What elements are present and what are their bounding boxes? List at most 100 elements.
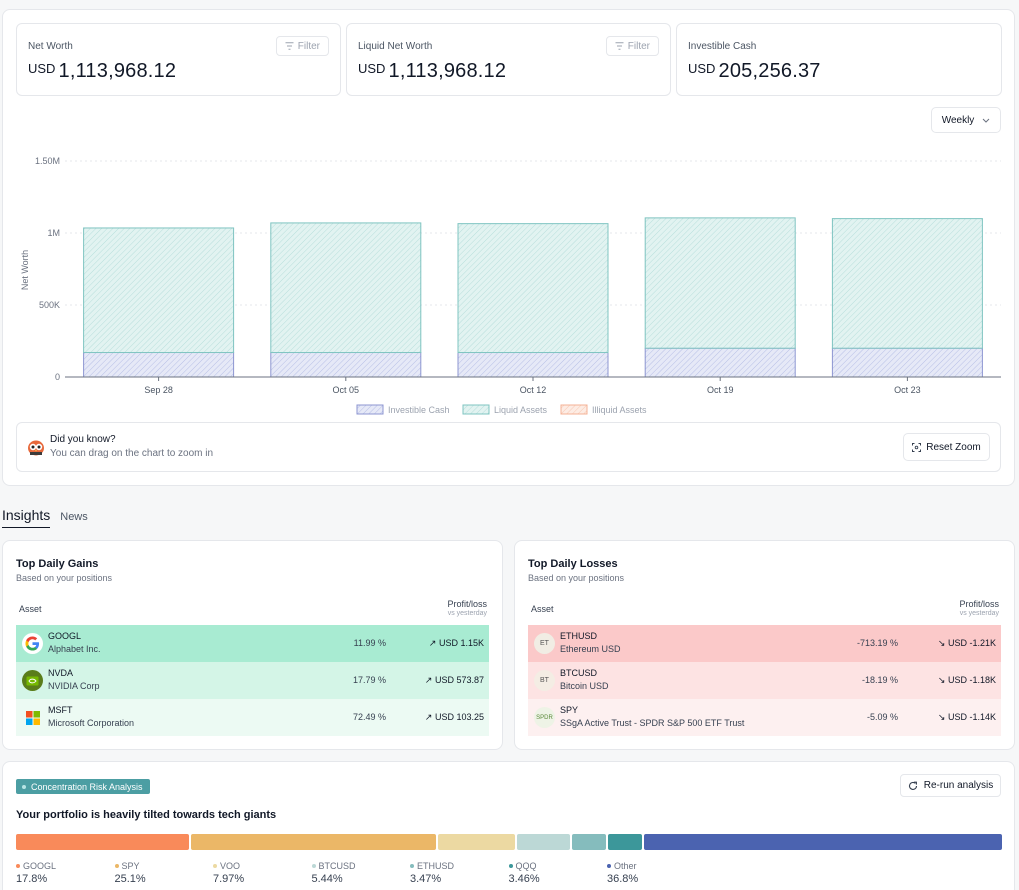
- dot-icon: [22, 784, 26, 789]
- table-row[interactable]: GOOGL Alphabet Inc. 11.99 % ↗ USD 1.15K: [16, 625, 489, 662]
- ethereum-logo-icon: ET: [534, 633, 555, 654]
- table-row[interactable]: ET ETHUSD Ethereum USD -713.19 % ↘ USD -…: [528, 625, 1001, 662]
- concentration-segment[interactable]: [16, 834, 190, 850]
- row-name: Ethereum USD: [560, 644, 621, 654]
- dot-icon: [508, 864, 513, 868]
- y-tick-label: 1M: [47, 228, 60, 238]
- bar-segment[interactable]: [831, 218, 983, 349]
- table-row[interactable]: MSFT Microsoft Corporation 72.49 % ↗ USD…: [16, 699, 489, 736]
- concentration-segment[interactable]: [191, 834, 436, 850]
- currency-label: USD: [28, 61, 56, 76]
- row-name: SSgA Active Trust - SPDR S&P 500 ETF Tru…: [560, 718, 745, 728]
- legend-swatch: [560, 404, 588, 415]
- concentration-bar: [16, 834, 1002, 850]
- legend-asset-name: BTCUSD: [318, 861, 356, 871]
- row-percent: 17.79 %: [352, 675, 386, 685]
- amount: 1,113,968.12: [388, 60, 507, 82]
- bar-segment[interactable]: [644, 217, 796, 349]
- tab-news[interactable]: News: [60, 511, 88, 523]
- period-select[interactable]: Weekly: [931, 107, 1001, 133]
- concentration-legend-item: BTCUSD 5.44%: [311, 861, 356, 885]
- row-amount: ↗ USD 1.15K: [429, 638, 484, 649]
- currency-label: USD: [688, 61, 716, 76]
- legend-asset-name: ETHUSD: [417, 861, 455, 871]
- gains-table: GOOGL Alphabet Inc. 11.99 % ↗ USD 1.15K …: [16, 625, 489, 736]
- legend-asset-name: VOO: [220, 861, 241, 871]
- row-percent: 11.99 %: [353, 638, 386, 648]
- net-worth-value: USD 1,113,968.12: [28, 60, 176, 83]
- bar-segment[interactable]: [457, 352, 609, 378]
- rerun-label: Re-run analysis: [923, 780, 994, 791]
- reset-zoom-button[interactable]: Reset Zoom: [903, 433, 990, 461]
- row-ticker: NVDA: [48, 668, 74, 678]
- reset-zoom-label: Reset Zoom: [926, 441, 981, 453]
- dot-icon: [311, 864, 316, 868]
- y-tick-label: 500K: [39, 300, 60, 310]
- investible-cash-label: Investible Cash: [688, 41, 757, 52]
- x-tick-label: Oct 12: [520, 385, 547, 395]
- net-worth-filter-button[interactable]: Filter: [275, 36, 329, 56]
- y-tick-label: 1.50M: [35, 156, 60, 166]
- x-tick-label: Sep 28: [144, 385, 173, 395]
- row-amount-value: USD -1.18K: [947, 675, 996, 685]
- refresh-icon: [908, 781, 917, 790]
- legend-asset-percent: 5.44%: [311, 873, 343, 885]
- concentration-segment[interactable]: [572, 834, 606, 850]
- net-worth-card: Net Worth Filter USD 1,113,968.12: [16, 23, 341, 96]
- concentration-legend-item: VOO 7.97%: [213, 861, 244, 885]
- microsoft-logo-icon: [22, 707, 43, 728]
- bar-segment[interactable]: [270, 352, 422, 378]
- legend-label[interactable]: Liquid Assets: [494, 405, 548, 415]
- concentration-legend-item: GOOGL 17.8%: [16, 861, 56, 885]
- concentration-segment[interactable]: [517, 834, 571, 850]
- concentration-segment[interactable]: [643, 834, 1002, 850]
- legend-label[interactable]: Illiquid Assets: [592, 405, 647, 415]
- legend-asset-percent: 7.97%: [213, 873, 245, 885]
- concentration-legend-item: SPY 25.1%: [114, 861, 146, 885]
- losses-title: Top Daily Losses: [528, 558, 618, 570]
- row-name: Microsoft Corporation: [48, 718, 135, 728]
- row-amount: ↗ USD 103.25: [425, 712, 484, 723]
- concentration-segment[interactable]: [437, 834, 516, 850]
- row-amount-value: USD 103.25: [434, 712, 484, 722]
- bar-segment[interactable]: [83, 352, 235, 378]
- row-amount: ↘ USD -1.21K: [938, 638, 996, 649]
- table-row[interactable]: BT BTCUSD Bitcoin USD -18.19 % ↘ USD -1.…: [528, 662, 1001, 699]
- concentration-risk-panel: Concentration Risk Analysis Re-run analy…: [2, 761, 1015, 890]
- legend-label[interactable]: Investible Cash: [388, 405, 450, 415]
- arrow-up-right-icon: ↗: [424, 712, 433, 722]
- liquid-net-worth-filter-button[interactable]: Filter: [605, 36, 659, 56]
- table-row[interactable]: NVDA NVIDIA Corp 17.79 % ↗ USD 573.87: [16, 662, 489, 699]
- spdr-logo-icon: SPDR: [534, 707, 555, 728]
- investible-cash-value: USD 205,256.37: [688, 60, 821, 83]
- liquid-net-worth-card: Liquid Net Worth Filter USD 1,113,968.12: [346, 23, 671, 96]
- dot-icon: [607, 864, 611, 868]
- bar-segment[interactable]: [644, 347, 796, 378]
- tab-insights[interactable]: Insights: [2, 507, 51, 528]
- net-worth-chart[interactable]: 0 500K 1M 1.50M Sep 28 Oct 05 Oct 12 Oct 19 Oct …: [3, 140, 1014, 415]
- bar-segment[interactable]: [270, 222, 422, 354]
- legend-asset-name: GOOGL: [23, 861, 57, 871]
- gains-subtitle: Based on your positions: [16, 573, 113, 583]
- concentration-segment[interactable]: [608, 834, 642, 850]
- row-amount: ↘ USD -1.18K: [938, 675, 996, 686]
- tip-text: You can drag on the chart to zoom in: [50, 448, 214, 459]
- legend-asset-percent: 36.8%: [607, 873, 639, 885]
- row-amount-value: USD -1.21K: [947, 638, 996, 648]
- dot-icon: [114, 864, 119, 868]
- liquid-net-worth-value: USD 1,113,968.12: [358, 60, 506, 83]
- google-logo-icon: [22, 633, 43, 654]
- concentration-legend-item: ETHUSD 3.47%: [410, 861, 454, 885]
- vs-yesterday-label: vs yesterday: [959, 610, 999, 617]
- x-tick-label: Oct 23: [894, 385, 921, 395]
- bar-segment[interactable]: [83, 227, 235, 354]
- bar-segment[interactable]: [831, 347, 983, 378]
- rerun-analysis-button[interactable]: Re-run analysis: [900, 774, 1001, 797]
- currency-label: USD: [358, 61, 386, 76]
- filter-label: Filter: [297, 40, 320, 52]
- bar-segment[interactable]: [457, 223, 609, 354]
- investible-cash-card: Investible Cash USD 205,256.37: [676, 23, 1002, 96]
- arrow-down-right-icon: ↘: [937, 675, 946, 685]
- insights-tabs: Insights News: [2, 507, 88, 528]
- table-row[interactable]: SPDR SPY SSgA Active Trust - SPDR S&P 50…: [528, 699, 1001, 736]
